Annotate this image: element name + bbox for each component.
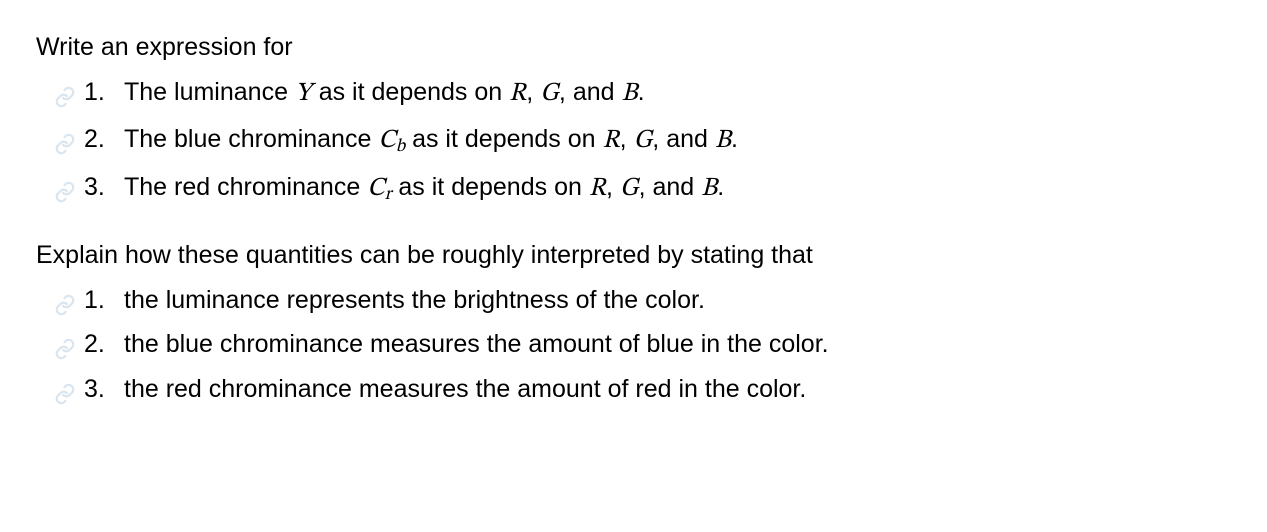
intro-expression: Write an expression for <box>36 28 1231 67</box>
math-var-B: B <box>701 176 717 202</box>
link-icon[interactable] <box>54 128 76 150</box>
list-item: 2. the blue chrominance measures the amo… <box>36 325 1231 364</box>
item-number: 1. <box>84 281 120 320</box>
list-item: 3. The red chrominance Cr as it depends … <box>36 168 1231 210</box>
item-text: the red chrominance measures the amount … <box>124 375 806 403</box>
list-item: 1. the luminance represents the brightne… <box>36 281 1231 320</box>
math-sub-b: b <box>396 138 405 156</box>
list-item: 3. the red chrominance measures the amou… <box>36 370 1231 409</box>
item-number: 3. <box>84 370 120 409</box>
link-icon[interactable] <box>54 289 76 311</box>
text-frag: as it depends on <box>312 78 509 106</box>
text-frag: . <box>638 78 645 106</box>
explain-list: 1. the luminance represents the brightne… <box>36 281 1231 409</box>
math-var-C: C <box>367 176 384 202</box>
item-text: the luminance represents the brightness … <box>124 286 705 314</box>
item-number: 3. <box>84 168 120 207</box>
expression-list: 1. The luminance Y as it depends on R, G… <box>36 73 1231 210</box>
item-text: the blue chrominance measures the amount… <box>124 330 829 358</box>
item-text: The red chrominance Cr as it depends on … <box>124 173 724 201</box>
item-number: 2. <box>84 325 120 364</box>
text-frag: , <box>620 125 634 153</box>
text-frag: as it depends on <box>391 173 588 201</box>
item-text: The luminance Y as it depends on R, G, a… <box>124 78 645 106</box>
text-frag: , and <box>652 125 715 153</box>
item-text: The blue chrominance Cb as it depends on… <box>124 125 738 153</box>
text-frag: The red chrominance <box>124 173 367 201</box>
list-item: 1. The luminance Y as it depends on R, G… <box>36 73 1231 114</box>
text-frag: , and <box>639 173 702 201</box>
math-var-G: G <box>620 176 639 202</box>
text-frag: , <box>526 78 540 106</box>
text-frag: as it depends on <box>405 125 602 153</box>
math-var-B: B <box>621 81 637 107</box>
text-frag: . <box>731 125 738 153</box>
link-icon[interactable] <box>54 81 76 103</box>
text-frag: The blue chrominance <box>124 125 378 153</box>
text-frag: , <box>606 173 620 201</box>
math-var-C: C <box>378 128 395 154</box>
math-var-Y: Y <box>295 81 312 107</box>
item-number: 2. <box>84 120 120 159</box>
item-number: 1. <box>84 73 120 112</box>
math-var-R: R <box>589 176 606 202</box>
text-frag: The luminance <box>124 78 295 106</box>
list-item: 2. The blue chrominance Cb as it depends… <box>36 120 1231 162</box>
math-var-R: R <box>509 81 526 107</box>
link-icon[interactable] <box>54 378 76 400</box>
math-var-R: R <box>603 128 620 154</box>
intro-explain: Explain how these quantities can be roug… <box>36 236 1231 275</box>
link-icon[interactable] <box>54 333 76 355</box>
text-frag: . <box>717 173 724 201</box>
text-frag: , and <box>559 78 622 106</box>
link-icon[interactable] <box>54 176 76 198</box>
page: Write an expression for 1. The luminance… <box>0 0 1267 471</box>
math-var-G: G <box>540 81 559 107</box>
math-var-G: G <box>634 128 653 154</box>
math-var-B: B <box>715 128 731 154</box>
